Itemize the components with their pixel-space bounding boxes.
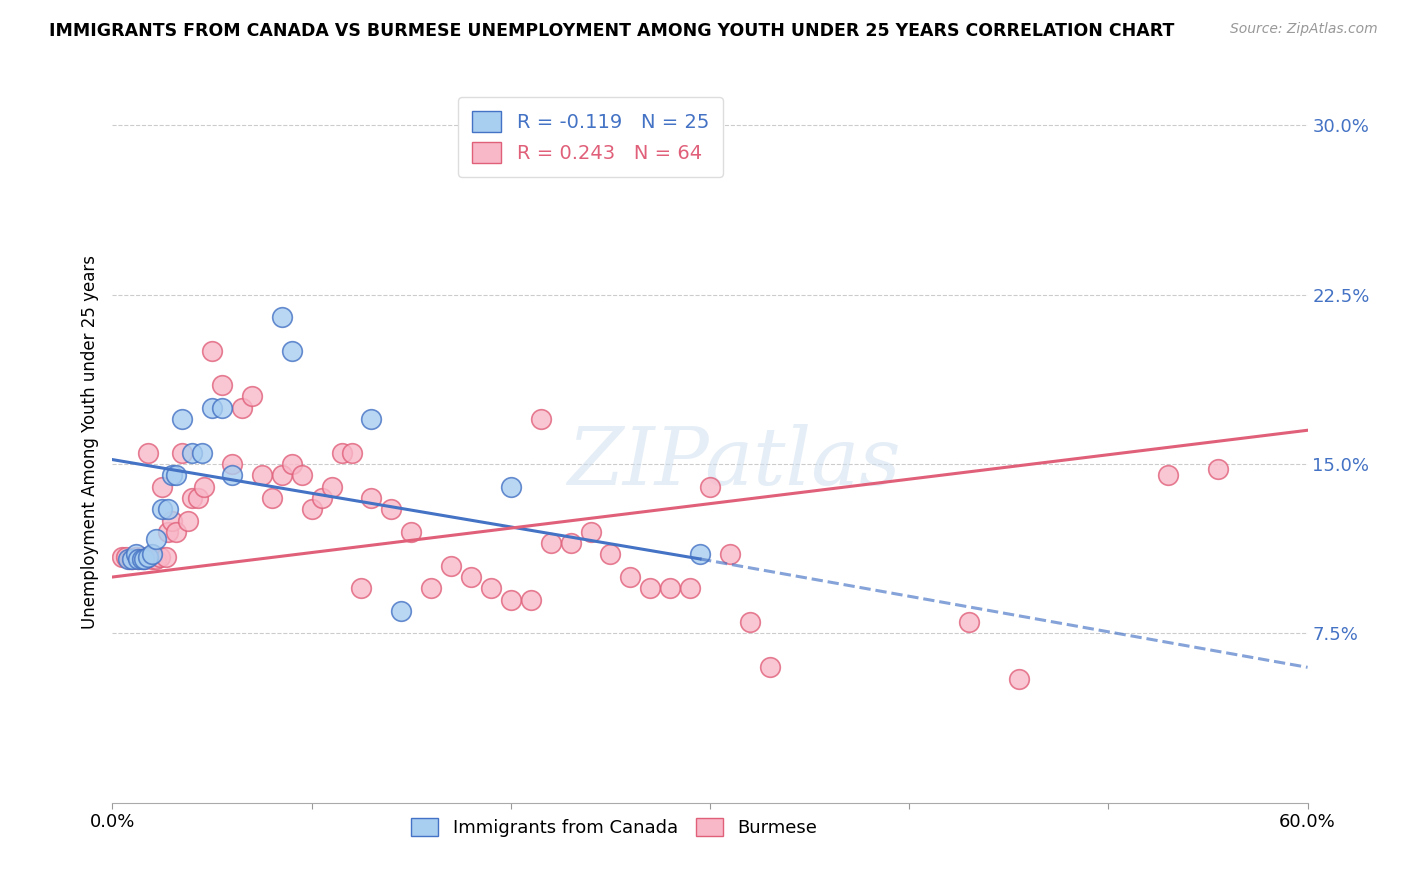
Point [260,491,283,505]
Point [579,524,602,539]
Point [141,548,163,562]
Point [177,514,200,528]
Point [138,549,160,564]
Point [172,446,194,460]
Point [145,532,167,546]
Point [127,552,149,566]
Point [380,502,402,516]
Point [162,468,183,483]
Point [221,457,243,471]
Point [150,480,173,494]
Point [738,615,761,630]
Point [360,491,382,505]
Point [718,548,741,562]
Point [311,491,333,505]
Point [281,344,304,359]
Point [181,446,204,460]
Point [1206,461,1229,475]
Point [157,524,180,539]
Point [759,660,782,674]
Point [121,552,143,566]
Text: Source: ZipAtlas.com: Source: ZipAtlas.com [1230,22,1378,37]
Point [150,502,173,516]
Point [157,502,180,516]
Point [181,491,204,505]
Point [599,548,621,562]
Point [401,524,423,539]
Point [460,570,482,584]
Point [1008,672,1031,686]
Point [145,552,167,566]
Point [165,524,187,539]
Point [231,401,253,415]
Point [193,480,215,494]
Point [125,548,148,562]
Point [699,480,721,494]
Text: ZIPatlas: ZIPatlas [567,425,901,502]
Point [350,582,373,596]
Point [540,536,562,550]
Point [201,401,224,415]
Point [530,412,553,426]
Point [191,446,214,460]
Point [957,615,980,630]
Legend: Immigrants from Canada, Burmese: Immigrants from Canada, Burmese [404,811,825,845]
Point [330,446,353,460]
Point [134,552,156,566]
Point [155,549,177,564]
Point [659,582,682,596]
Point [679,582,702,596]
Point [499,480,522,494]
Point [125,549,148,564]
Point [131,549,153,564]
Point [1157,468,1180,483]
Point [162,514,183,528]
Point [172,412,194,426]
Text: IMMIGRANTS FROM CANADA VS BURMESE UNEMPLOYMENT AMONG YOUTH UNDER 25 YEARS CORREL: IMMIGRANTS FROM CANADA VS BURMESE UNEMPL… [49,22,1174,40]
Y-axis label: Unemployment Among Youth under 25 years: Unemployment Among Youth under 25 years [80,254,98,629]
Point [479,582,502,596]
Point [187,491,209,505]
Point [165,468,187,483]
Point [440,558,463,573]
Point [131,552,153,566]
Point [560,536,582,550]
Point [221,468,243,483]
Point [389,604,412,618]
Point [270,468,292,483]
Point [211,401,233,415]
Point [360,412,382,426]
Point [640,582,662,596]
Point [141,552,163,566]
Point [420,582,443,596]
Point [134,552,156,566]
Point [117,552,139,566]
Point [619,570,641,584]
Point [111,549,134,564]
Point [270,310,292,325]
Point [240,389,263,403]
Point [211,378,233,392]
Point [120,552,142,566]
Point [149,549,172,564]
Point [115,549,138,564]
Point [138,446,160,460]
Point [281,457,304,471]
Point [250,468,273,483]
Point [321,480,343,494]
Point [201,344,224,359]
Point [121,552,143,566]
Point [127,552,149,566]
Point [689,548,711,562]
Point [340,446,363,460]
Point [520,592,543,607]
Point [301,502,323,516]
Point [499,592,522,607]
Point [291,468,314,483]
